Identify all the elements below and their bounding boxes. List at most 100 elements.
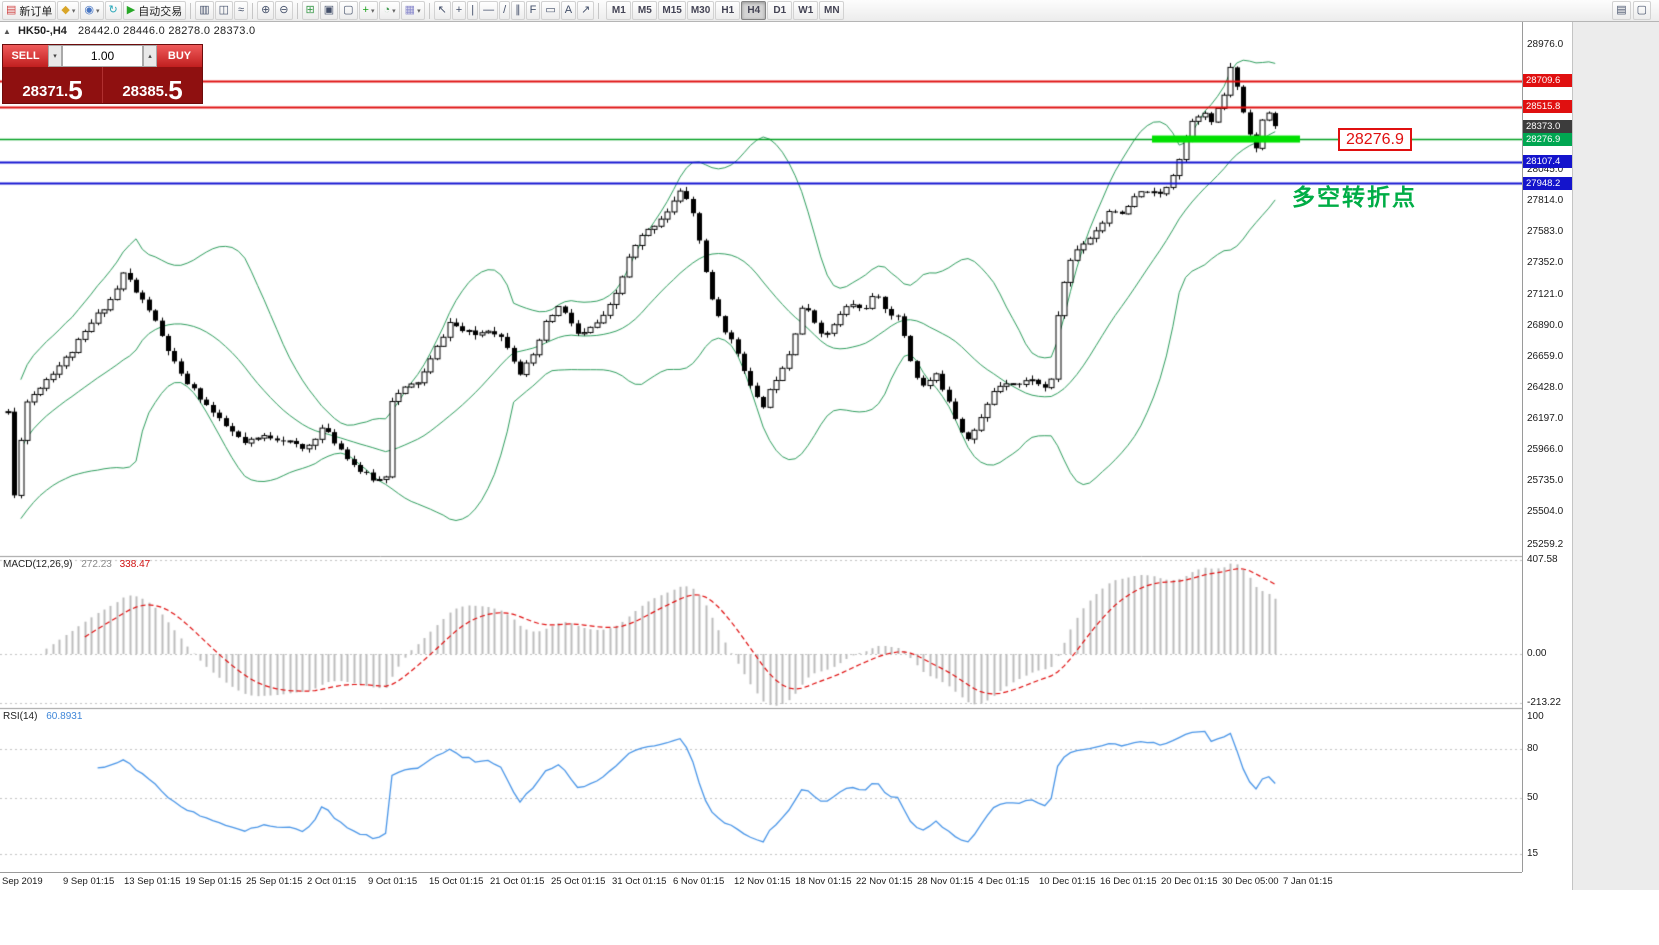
timeframe-d1-button[interactable]: D1 [767, 1, 793, 20]
dock-window-icon: ▤ [1616, 4, 1627, 16]
indicators-icon: + [362, 4, 369, 16]
time-axis-label: Sep 2019 [2, 876, 43, 887]
time-axis-label: 9 Oct 01:15 [368, 876, 418, 887]
bar-chart-button[interactable]: ▥ [195, 1, 214, 20]
fibonacci-icon: F [529, 4, 537, 16]
price-axis-label: 28976.0 [1527, 39, 1564, 50]
price-axis-label: 27814.0 [1527, 195, 1564, 207]
price-tag: 27948.2 [1523, 176, 1572, 190]
line-chart-button[interactable]: ≈ [234, 1, 249, 20]
buy-button[interactable]: BUY [157, 45, 202, 67]
time-axis-label: 6 Nov 01:15 [673, 876, 725, 887]
timeframe-m1-button[interactable]: M1 [606, 1, 632, 20]
fibonacci-button[interactable]: F [525, 1, 541, 20]
periods-icon: ◔ [383, 4, 391, 16]
timeframe-toolbar: M1 M5 M15 M30 H1 H4 D1 W1 MN [606, 1, 845, 20]
sell-price-main: 28371. [22, 83, 69, 100]
dropdown-arrow-icon[interactable]: ▾ [417, 7, 421, 15]
zoom-out-icon: ⊖ [279, 4, 289, 16]
dropdown-arrow-icon[interactable]: ▾ [96, 7, 100, 15]
shapes-button[interactable]: ▭ [541, 1, 560, 20]
time-axis-label: 7 Jan 01:15 [1283, 876, 1333, 887]
time-axis-label: 12 Nov 01:15 [734, 876, 791, 887]
price-axis-label: 25966.0 [1527, 443, 1564, 455]
macd-indicator-label: MACD(12,26,9) 272.23 338.47 [3, 559, 150, 570]
arrows-button[interactable]: ↗ [577, 1, 595, 20]
timeframe-h1-button[interactable]: H1 [715, 1, 741, 20]
price-axis-label: 27121.0 [1527, 288, 1564, 300]
time-axis-label: 25 Sep 01:15 [246, 876, 303, 887]
timeframe-w1-button[interactable]: W1 [793, 1, 819, 20]
macd-signal-value: 338.47 [119, 559, 151, 570]
refresh-button[interactable]: ↻ [104, 1, 122, 20]
time-axis-label: 25 Oct 01:15 [551, 876, 606, 887]
price-tag: 28373.0 [1523, 119, 1572, 133]
sell-price-big-digit: 5 [68, 75, 83, 105]
timeframe-m5-button[interactable]: M5 [632, 1, 658, 20]
volume-input[interactable] [62, 45, 143, 67]
dropdown-arrow-icon[interactable]: ▾ [71, 7, 76, 15]
buy-price-big-digit: 5 [168, 75, 183, 105]
pivot-note-text[interactable]: 多空转折点 [1292, 184, 1417, 210]
crosshair-button[interactable]: + [451, 1, 467, 20]
price-axis-label: 25735.0 [1527, 474, 1564, 486]
cascade-windows-button[interactable]: ▣ [319, 1, 339, 20]
zoom-in-button[interactable]: ⊕ [257, 1, 275, 20]
price-axis-label: 25504.0 [1527, 506, 1564, 518]
templates-button[interactable]: ▦ ▾ [400, 1, 425, 20]
timeframe-m15-button[interactable]: M15 [658, 1, 686, 20]
vertical-line-button[interactable]: | [467, 1, 479, 20]
rsi-axis-label: 80 [1527, 743, 1539, 755]
horizontal-line-button[interactable]: — [479, 1, 499, 20]
price-axis-label: 26428.0 [1527, 381, 1564, 393]
price-axis-label: 28045.0 [1527, 164, 1564, 176]
time-axis-label: 28 Nov 01:15 [917, 876, 974, 887]
new-order-icon: ▤ [6, 4, 17, 16]
price-axis-label: 26659.0 [1527, 350, 1564, 362]
pivot-price-callout[interactable]: 28276.9 [1338, 128, 1412, 151]
line-chart-icon: ≈ [238, 4, 245, 16]
price-axis-label: 27352.0 [1527, 257, 1564, 269]
channel-button[interactable]: ∥ [511, 1, 525, 20]
indicators-button[interactable]: + ▾ [358, 1, 379, 20]
trendline-button[interactable]: / [499, 1, 511, 20]
timeframe-h4-button[interactable]: H4 [741, 1, 767, 20]
periods-button[interactable]: ◔ ▾ [379, 1, 400, 20]
new-order-button[interactable]: ▤ 新订单 [2, 1, 57, 20]
arrange-windows-button[interactable]: ▢ [339, 1, 358, 20]
volume-increase-button[interactable]: ▴ [143, 45, 157, 67]
time-axis-label: 15 Oct 01:15 [429, 876, 484, 887]
price-axis[interactable]: 28976.0 28045.0 27814.0 27583.0 27352.0 27121… [1522, 22, 1572, 872]
volume-decrease-button[interactable]: ▾ [48, 45, 62, 67]
new-chart-button[interactable]: ◆ ▾ [57, 1, 80, 20]
candlestick-chart-icon: ◫ [218, 4, 230, 16]
timeframe-mn-button[interactable]: MN [819, 1, 845, 20]
restore-window-button[interactable]: ▢ [1632, 1, 1651, 20]
toolbar-separator [252, 2, 254, 19]
profiles-button[interactable]: ◉ ▾ [80, 1, 104, 20]
dropdown-arrow-icon[interactable]: ▾ [370, 7, 375, 15]
bar-chart-icon: ▥ [199, 4, 210, 16]
timeframe-m30-button[interactable]: M30 [686, 1, 715, 20]
tile-windows-button[interactable]: ⊞ [301, 1, 319, 20]
time-axis[interactable]: Sep 2019 9 Sep 01:15 13 Sep 01:15 19 Sep 01… [0, 872, 1522, 890]
zoom-out-button[interactable]: ⊖ [275, 1, 293, 20]
macd-axis-label: 407.58 [1527, 553, 1558, 565]
rsi-name: RSI(14) [3, 711, 38, 722]
price-axis-label: 27583.0 [1527, 226, 1564, 238]
shapes-icon: ▭ [545, 4, 556, 16]
rsi-indicator-label: RSI(14) 60.8931 [3, 711, 82, 722]
buy-price[interactable]: 28385. 5 [102, 67, 202, 103]
price-chart-canvas[interactable] [0, 22, 1522, 872]
sell-price[interactable]: 28371. 5 [3, 67, 102, 103]
collapse-panel-icon[interactable]: ▲ [3, 27, 11, 36]
candlestick-chart-button[interactable]: ◫ [214, 1, 234, 20]
dropdown-arrow-icon[interactable]: ▾ [392, 7, 396, 15]
symbol-header: ▲ HK50-,H4 28442.0 28446.0 28278.0 28373… [3, 25, 255, 37]
time-axis-label: 19 Sep 01:15 [185, 876, 242, 887]
sell-button[interactable]: SELL [3, 45, 48, 67]
cursor-button[interactable]: ↖ [433, 1, 451, 20]
autotrade-button[interactable]: ▶ 自动交易 [122, 1, 187, 20]
text-button[interactable]: A [560, 1, 577, 20]
dock-window-button[interactable]: ▤ [1612, 1, 1631, 20]
